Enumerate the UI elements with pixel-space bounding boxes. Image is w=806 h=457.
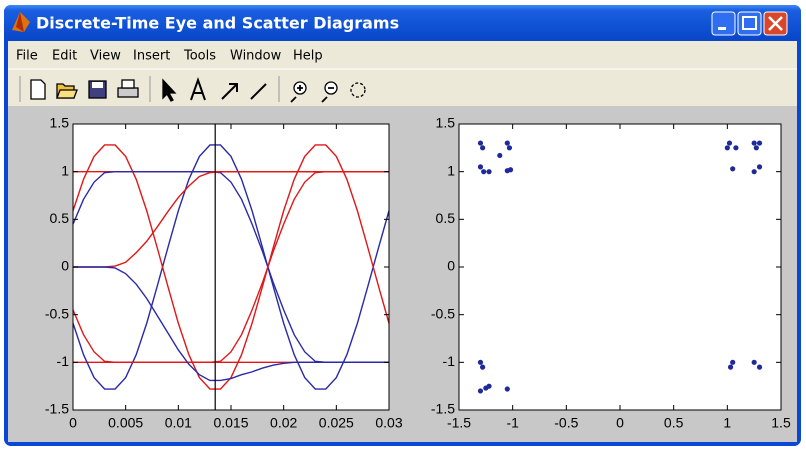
menu-item[interactable]: Edit xyxy=(52,49,77,64)
print-button[interactable] xyxy=(117,79,139,98)
point xyxy=(504,140,510,146)
menu-item[interactable]: Insert xyxy=(133,49,170,64)
trace xyxy=(72,144,390,390)
y-tick-label: -1.5 xyxy=(45,401,69,417)
trace xyxy=(73,266,389,382)
x-tick-label: -1 xyxy=(506,415,519,431)
x-tick-label: 1.5 xyxy=(771,415,791,431)
save-button[interactable] xyxy=(88,80,107,99)
point xyxy=(751,169,757,175)
x-tick-label: 0.005 xyxy=(108,415,143,431)
y-tick-label: -1.5 xyxy=(431,401,455,417)
y-tick-label: -0.5 xyxy=(431,305,455,321)
point xyxy=(480,364,486,370)
app-icon xyxy=(12,12,30,32)
plot-area xyxy=(459,124,781,410)
point xyxy=(477,359,484,365)
trace xyxy=(72,144,390,390)
point xyxy=(481,169,487,175)
y-tick-label: 1.5 xyxy=(436,115,456,131)
y-tick-label: 0 xyxy=(61,258,69,274)
zoom-in-button[interactable] xyxy=(290,81,307,103)
menu-item[interactable]: File xyxy=(16,49,38,64)
new-button[interactable] xyxy=(30,79,46,100)
x-tick-label: 0 xyxy=(616,415,624,431)
point xyxy=(497,152,503,159)
point xyxy=(730,359,736,365)
trace xyxy=(73,170,389,268)
point xyxy=(507,167,514,173)
text-button[interactable] xyxy=(190,76,206,101)
line-button[interactable] xyxy=(250,83,267,100)
point xyxy=(477,388,484,394)
x-tick-label: 0.5 xyxy=(664,415,684,431)
point xyxy=(727,364,734,370)
point xyxy=(486,169,492,175)
arrow-button[interactable] xyxy=(221,83,238,100)
point xyxy=(733,145,739,151)
select-button[interactable] xyxy=(162,78,177,102)
zoom-out-button[interactable] xyxy=(321,81,338,103)
menu-bar: File Edit View Insert Tools Window Help xyxy=(16,49,323,64)
point xyxy=(480,145,486,151)
menu-item[interactable]: Help xyxy=(293,49,323,64)
point xyxy=(756,364,763,370)
open-button[interactable] xyxy=(56,83,78,99)
point xyxy=(730,166,736,172)
x-tick-label: 0 xyxy=(69,415,77,431)
x-tick-label: 0.015 xyxy=(213,415,248,431)
point xyxy=(504,386,510,392)
menu-item[interactable]: Window xyxy=(230,49,282,64)
point xyxy=(486,383,492,389)
y-tick-label: 1.5 xyxy=(50,115,70,131)
close-button[interactable] xyxy=(763,11,788,36)
point xyxy=(506,145,513,151)
minimize-button[interactable] xyxy=(711,11,736,36)
x-tick-label: 0.01 xyxy=(165,415,192,431)
point xyxy=(477,164,484,170)
x-tick-label: 0.02 xyxy=(270,415,297,431)
menu-item[interactable]: View xyxy=(90,49,121,64)
y-tick-label: -1 xyxy=(57,353,70,369)
menu-item[interactable]: Tools xyxy=(183,49,216,64)
y-tick-label: 0.5 xyxy=(50,210,70,226)
x-tick-label: -1.5 xyxy=(447,415,471,431)
y-tick-label: 0 xyxy=(447,258,455,274)
y-tick-label: -1 xyxy=(443,353,456,369)
rotate-button[interactable] xyxy=(350,82,366,98)
axes: 0 0.005 0.01 0.015 0.02 0.025 0.03 -1.5 -1 -0.5 0 0… xyxy=(45,115,403,431)
window-title: Discrete-Time Eye and Scatter Diagrams xyxy=(36,14,399,33)
toolbar xyxy=(19,76,366,103)
x-tick-label: 0.025 xyxy=(319,415,354,431)
x-tick-label: 0.03 xyxy=(375,415,402,431)
x-tick-label: -0.5 xyxy=(554,415,578,431)
point xyxy=(756,140,763,146)
y-tick-label: -0.5 xyxy=(45,305,69,321)
point xyxy=(751,359,757,365)
x-tick-label: 1 xyxy=(723,415,731,431)
y-tick-label: 1 xyxy=(61,162,69,178)
point xyxy=(724,145,730,151)
point xyxy=(756,164,763,170)
point xyxy=(726,140,733,146)
axes: -1.5 -1 -0.5 0 0.5 1 1.5 -1.5 -1 -0.5 0 0.5 1 1.5 xyxy=(431,115,791,431)
y-tick-label: 1 xyxy=(447,162,455,178)
y-tick-label: 0.5 xyxy=(436,210,456,226)
point xyxy=(477,140,484,146)
plots: 0 0.005 0.01 0.015 0.02 0.025 0.03 -1.5 -1 -0.5 0 0… xyxy=(45,115,791,431)
point xyxy=(753,145,759,151)
title-bar xyxy=(4,5,801,41)
maximize-button[interactable] xyxy=(737,11,762,36)
point xyxy=(751,140,757,146)
